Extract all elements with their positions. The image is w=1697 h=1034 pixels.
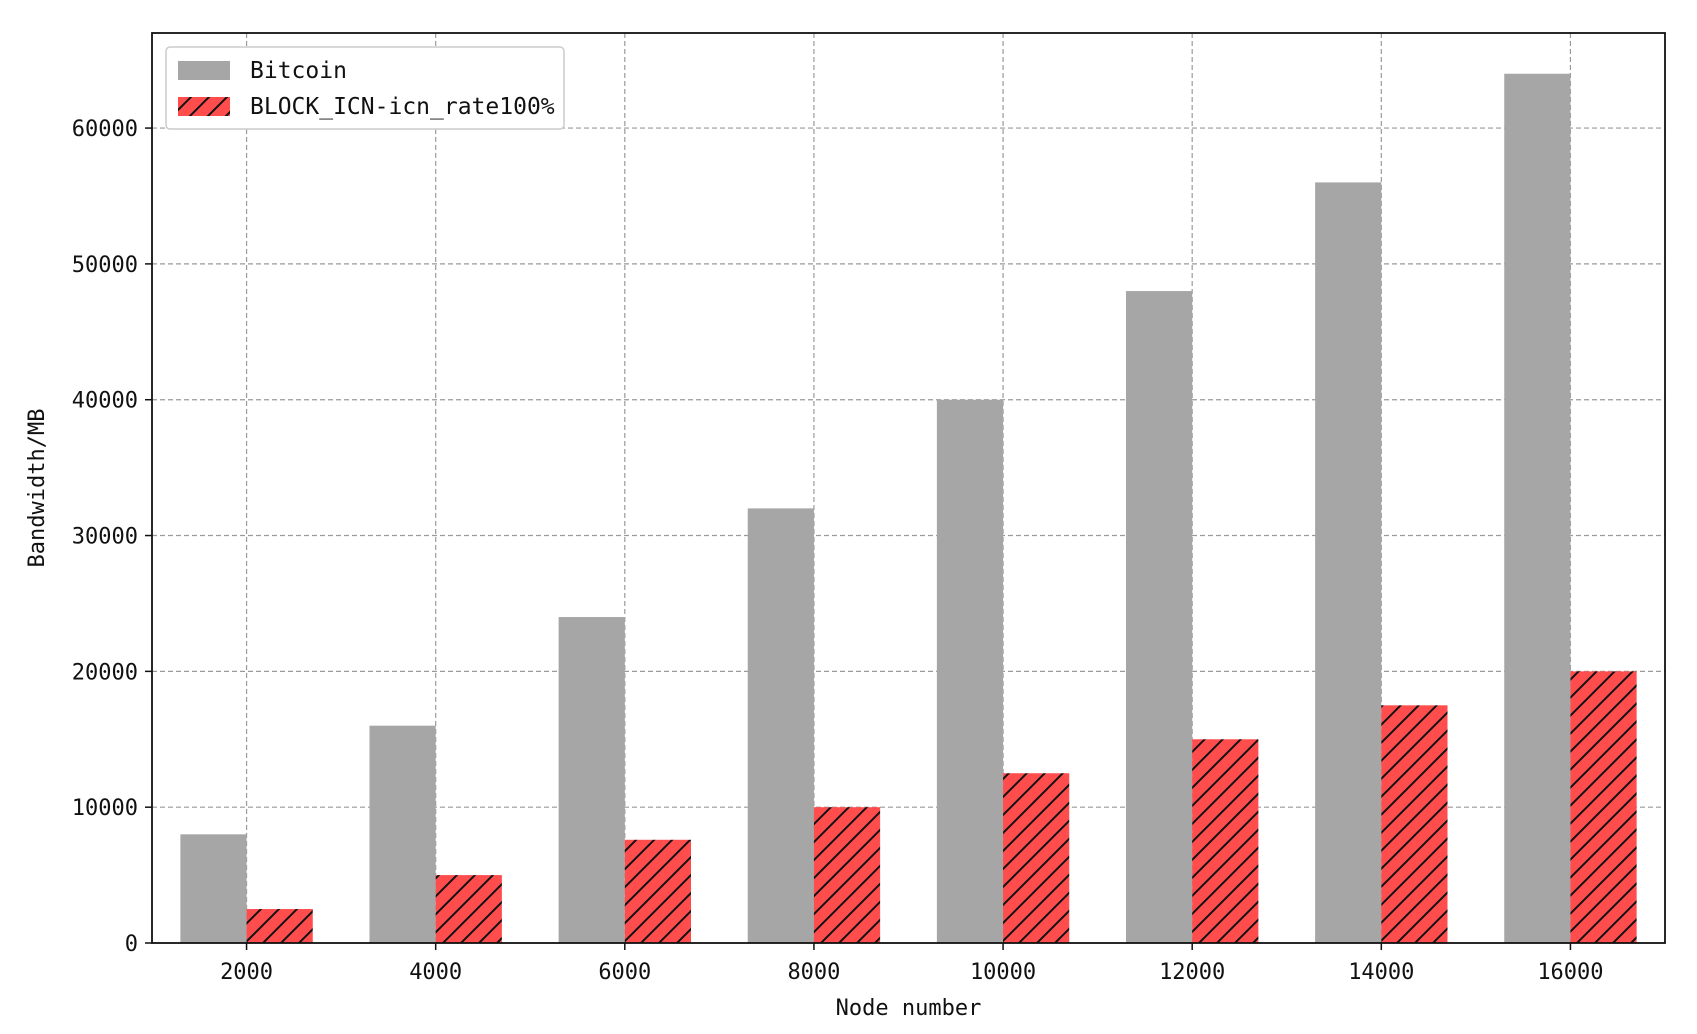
legend-label-bitcoin: Bitcoin <box>250 58 347 84</box>
legend-swatch-block-icn <box>178 97 230 116</box>
bar-bitcoin <box>1504 73 1571 943</box>
bar-block-icn <box>1003 773 1070 943</box>
x-axis-label: Node number <box>836 996 982 1021</box>
plot-frame <box>151 32 1666 944</box>
x-tick-label: 2000 <box>220 960 273 985</box>
bar-bitcoin <box>1315 182 1382 944</box>
bar-block-icn <box>1570 671 1637 943</box>
bar-block-icn <box>1192 739 1259 943</box>
x-tick-label: 10000 <box>970 960 1036 985</box>
bar-bitcoin <box>369 725 436 943</box>
x-tick-label: 16000 <box>1537 960 1603 985</box>
y-tick-label: 0 <box>125 932 138 957</box>
tick-labels: 0 10000 20000 30000 40000 50000 60000 2000 4000 6… <box>72 117 1604 985</box>
bar-block-icn <box>1381 705 1448 943</box>
y-tick-label: 60000 <box>72 117 138 142</box>
y-tick-label: 10000 <box>72 796 138 821</box>
legend-label-block-icn: BLOCK_ICN-icn_rate100% <box>250 94 555 120</box>
y-axis-label: Bandwidth/MB <box>25 409 50 568</box>
bar-bitcoin <box>558 617 625 943</box>
legend-box <box>165 46 565 130</box>
y-tick-label: 40000 <box>72 389 138 414</box>
bar-bitcoin <box>936 399 1004 943</box>
x-tick-label: 14000 <box>1348 960 1414 985</box>
bar-bitcoin <box>180 834 247 943</box>
bar-block-icn <box>435 875 502 943</box>
axes <box>145 32 1666 950</box>
x-tick-label: 6000 <box>598 960 651 985</box>
bar-block-icn <box>624 839 692 943</box>
bar-bitcoin <box>1125 291 1193 943</box>
x-tick-label: 8000 <box>787 960 840 985</box>
bar-bitcoin <box>747 508 814 943</box>
bar-block-icn <box>246 909 313 943</box>
x-tick-label: 12000 <box>1159 960 1225 985</box>
bars <box>180 73 1637 944</box>
y-tick-label: 30000 <box>72 525 138 550</box>
bar-block-icn <box>813 807 881 943</box>
x-tick-label: 4000 <box>409 960 462 985</box>
y-tick-label: 50000 <box>72 253 138 278</box>
legend-swatch-bitcoin <box>178 61 230 80</box>
y-tick-label: 20000 <box>72 660 138 685</box>
legend: Bitcoin BLOCK_ICN-icn_rate100% <box>165 46 565 130</box>
